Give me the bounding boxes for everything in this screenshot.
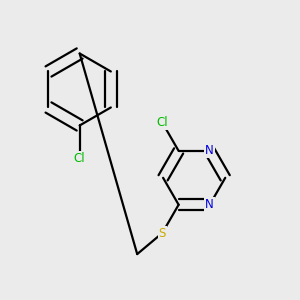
- Text: N: N: [205, 144, 214, 158]
- Text: S: S: [159, 226, 166, 240]
- Text: N: N: [205, 198, 214, 211]
- Text: Cl: Cl: [157, 116, 168, 129]
- Text: Cl: Cl: [74, 152, 85, 165]
